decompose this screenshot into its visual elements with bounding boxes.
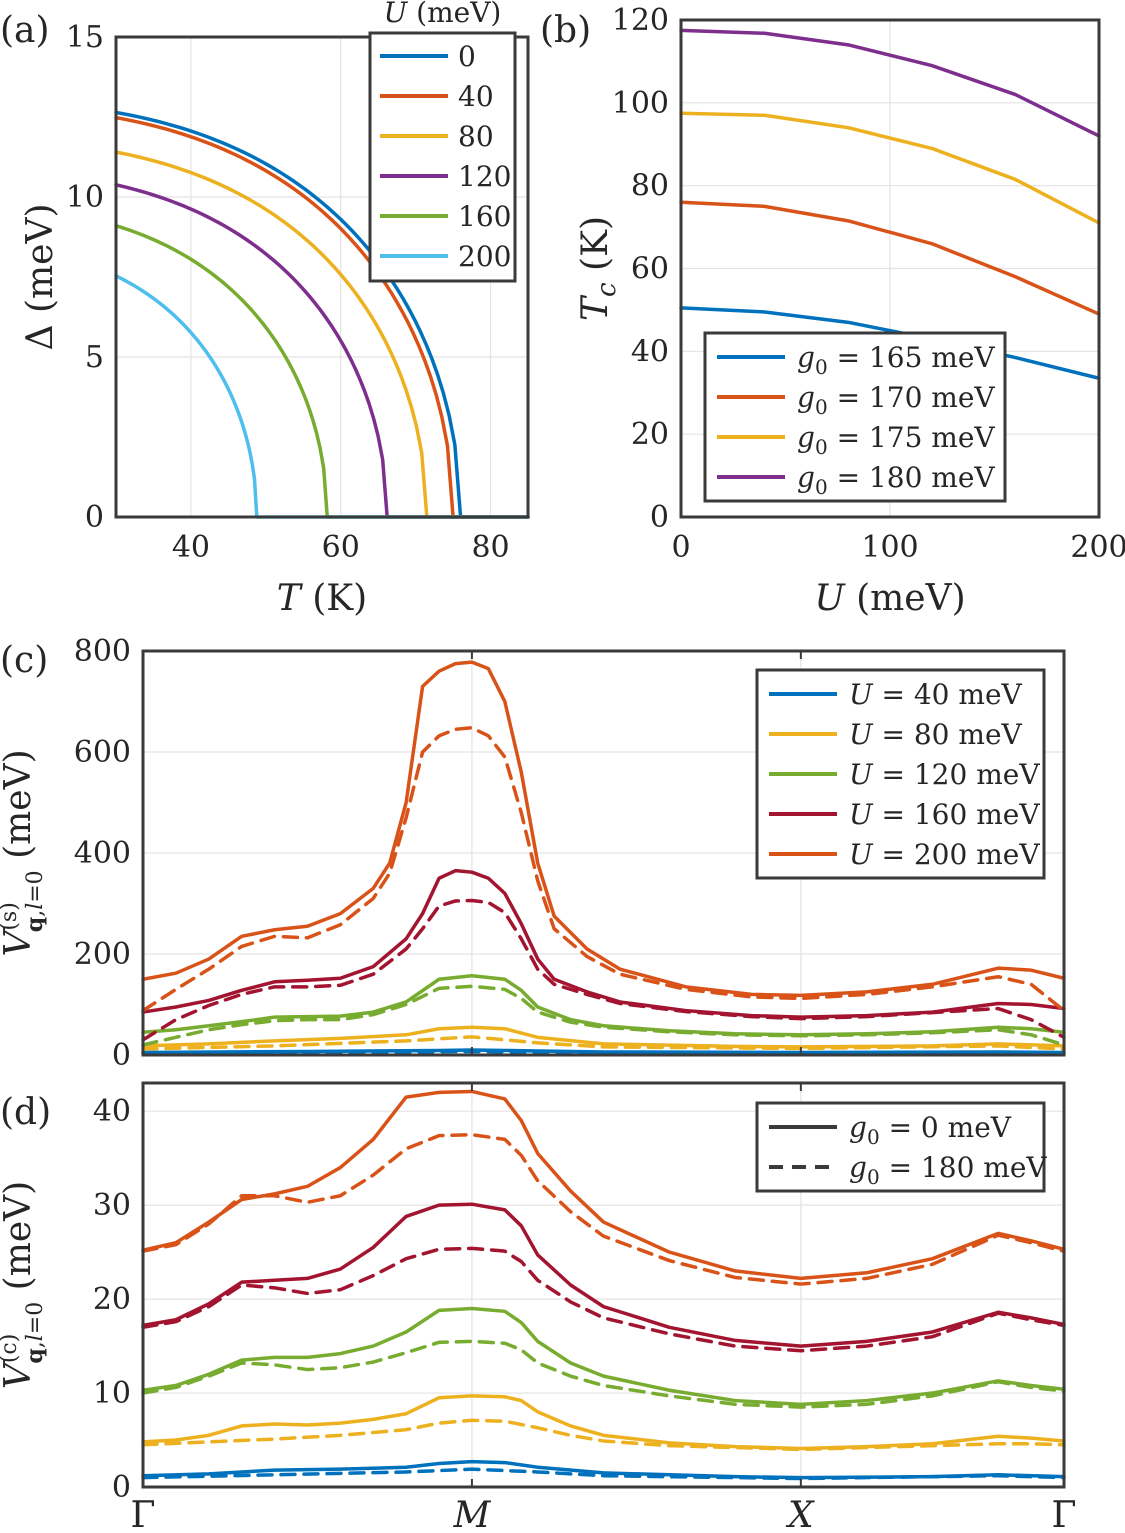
series-line xyxy=(679,306,1101,380)
legend-entry: 40 xyxy=(458,80,494,113)
series-line-U-160 xyxy=(114,223,530,519)
x-tick-label: 200 xyxy=(1070,530,1125,565)
series-line-solid xyxy=(141,660,1066,998)
series-line-U-200 xyxy=(114,274,530,519)
series-line-dashed xyxy=(141,1246,1066,1353)
legend-entry: U = 200 meV xyxy=(849,838,1040,871)
series-line-U-0 xyxy=(114,110,530,519)
x-tick-label: 60 xyxy=(322,530,360,565)
y-tick-label: 40 xyxy=(631,334,669,369)
series-line-solid xyxy=(141,973,1066,1037)
series-line-solid xyxy=(141,1048,1066,1055)
y-tick-label: 10 xyxy=(66,180,104,215)
legend-title: U (meV) xyxy=(384,0,502,29)
x-tick-label: 0 xyxy=(671,530,690,565)
panel-d: 0 10 20 30 40 V(c)q,l=0 (meV) (d) Γ M X Γg0 = 0 me… xyxy=(0,1081,1077,1533)
y-tick-label: 20 xyxy=(93,1282,131,1317)
series-line-U-120 xyxy=(114,183,530,519)
legend-entry: U = 160 meV xyxy=(849,798,1040,831)
y-tick-label: 100 xyxy=(612,86,669,121)
panel-c: 0 200 400 600 800 V(s)q,l=0 (meV) (c) U = 40 me… xyxy=(0,634,1066,1073)
panel-b: 0 100 200 0 20 40 60 80 100 120 U (meV) Tc (K) (b) g0… xyxy=(540,3,1125,619)
y-tick-label: 0 xyxy=(650,500,669,535)
panel-label: (b) xyxy=(540,10,591,51)
y-tick-label: 200 xyxy=(74,937,131,972)
panel-a: 40 60 80 0 5 10 15 T (K) Δ (meV) (a) U (meV) 0 40 80 1… xyxy=(0,0,530,619)
legend-entry: g0 = 0 meV xyxy=(849,1111,1012,1149)
series-line-dashed xyxy=(141,726,1066,1013)
y-tick-label: 30 xyxy=(93,1188,131,1223)
legend-entry: U = 80 meV xyxy=(849,718,1023,751)
axes-box xyxy=(679,18,1101,519)
series-line-dashed xyxy=(141,1339,1066,1409)
legend-entry: g0 = 175 meV xyxy=(797,421,995,459)
series-line xyxy=(679,111,1101,225)
series-line-dashed xyxy=(141,898,1066,1042)
series-line-solid xyxy=(141,1459,1066,1480)
series-line xyxy=(679,200,1101,316)
y-tick-label: 0 xyxy=(85,500,104,535)
series-line-dashed xyxy=(141,1418,1066,1452)
panel-label: (c) xyxy=(0,640,48,681)
y-tick-label: 600 xyxy=(74,735,131,770)
legend-entry: U = 120 meV xyxy=(849,758,1040,791)
series-line-solid xyxy=(141,1025,1066,1049)
legend-entry: U = 40 meV xyxy=(849,678,1023,711)
y-axis-label: V(s)q,l=0 (meV) xyxy=(0,749,48,956)
x-tick-label: M xyxy=(452,1495,491,1533)
y-tick-label: 10 xyxy=(93,1376,131,1411)
legend-entry: g0 = 170 meV xyxy=(797,381,995,419)
series-line-U-40 xyxy=(114,115,530,519)
x-tick-label: 40 xyxy=(172,530,210,565)
legend-entry: g0 = 180 meV xyxy=(849,1151,1047,1189)
y-tick-label: 120 xyxy=(612,3,669,38)
series-line-solid xyxy=(141,868,1066,1019)
axes-box xyxy=(141,1081,1066,1489)
x-axis-label: T (K) xyxy=(277,578,367,619)
y-tick-label: 40 xyxy=(93,1094,131,1129)
y-tick-label: 60 xyxy=(631,252,669,287)
legend-entry: 0 xyxy=(458,40,476,73)
series-line xyxy=(679,28,1101,138)
legend-entry: 160 xyxy=(458,200,511,233)
x-tick-label: 100 xyxy=(861,530,918,565)
x-tick-label: Γ xyxy=(131,1495,156,1533)
legend-entry: g0 = 165 meV xyxy=(797,341,995,379)
y-tick-label: 20 xyxy=(631,417,669,452)
y-tick-label: 800 xyxy=(74,634,131,669)
x-tick-label: Γ xyxy=(1052,1495,1077,1533)
y-axis-label: V(c)q,l=0 (meV) xyxy=(0,1181,48,1389)
y-axis-label: Tc (K) xyxy=(575,216,622,321)
legend-box xyxy=(755,1101,1046,1193)
legend-box xyxy=(368,31,517,283)
panel-label: (d) xyxy=(0,1092,51,1133)
series-line-dashed xyxy=(141,984,1066,1047)
axes-box xyxy=(114,35,530,519)
legend-entry: g0 = 180 meV xyxy=(797,461,995,499)
series-line-solid xyxy=(141,1089,1066,1281)
series-line-solid xyxy=(141,1202,1066,1348)
axes-box xyxy=(141,649,1066,1057)
legend-box xyxy=(703,331,1007,503)
legend-entry: 80 xyxy=(458,120,494,153)
y-tick-label: 0 xyxy=(112,1038,131,1073)
x-tick-label: X xyxy=(785,1495,815,1533)
series-line-solid xyxy=(141,1306,1066,1407)
series-line-solid xyxy=(141,1394,1066,1451)
legend-entry: 120 xyxy=(458,160,511,193)
y-tick-label: 400 xyxy=(74,836,131,871)
legend-entry: 200 xyxy=(458,240,511,273)
x-tick-label: 80 xyxy=(471,530,509,565)
y-axis-label: Δ (meV) xyxy=(20,204,61,351)
series-line-U-80 xyxy=(114,150,530,519)
panel-label: (a) xyxy=(0,10,50,51)
y-tick-label: 15 xyxy=(66,20,104,55)
y-tick-label: 0 xyxy=(112,1470,131,1505)
x-axis-label: U (meV) xyxy=(814,578,965,619)
y-tick-label: 80 xyxy=(631,169,669,204)
y-tick-label: 5 xyxy=(85,340,104,375)
